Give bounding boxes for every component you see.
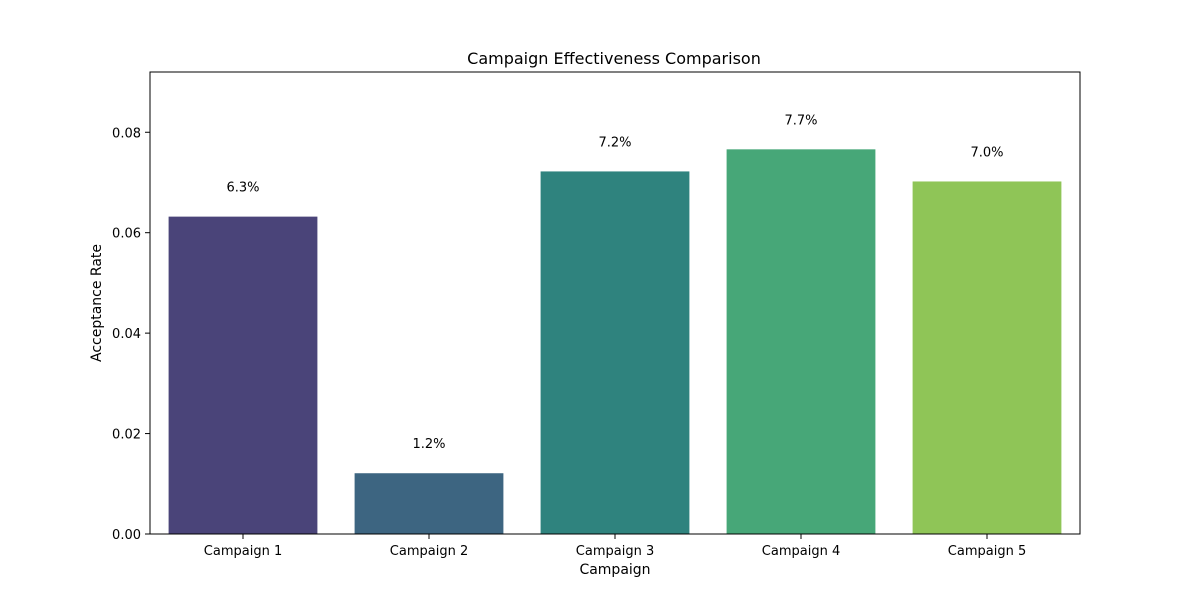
x-tick-label-1: Campaign 1 [204,544,282,559]
y-tick-label-4: 0.06 [112,227,141,242]
bar-4 [726,149,876,534]
bar-5 [912,181,1062,534]
y-tick-label-3: 0.04 [112,327,141,342]
x-tick-label-3: Campaign 3 [576,544,654,559]
plot-frame [149,71,1081,535]
data-label-5: 7.0% [970,145,1003,160]
bar-3 [540,171,690,535]
y-axis: 0.00 0.02 0.04 0.06 0.08 [112,126,150,543]
x-tick-label-2: Campaign 2 [390,544,468,559]
y-axis-label: Acceptance Rate [89,244,105,362]
x-axis-label: Campaign [579,562,650,578]
y-tick-label-5: 0.08 [112,126,141,141]
x-tick-label-5: Campaign 5 [948,544,1026,559]
data-label-2: 1.2% [412,437,445,452]
chart-title: Campaign Effectiveness Comparison [467,49,761,68]
bar-2 [354,473,504,534]
x-axis: Campaign 1 Campaign 2 Campaign 3 Campaign 4… [204,534,1026,559]
x-tick-label-4: Campaign 4 [762,544,840,559]
y-tick-label-2: 0.02 [112,428,141,443]
data-label-1: 6.3% [226,181,259,196]
y-tick-label-1: 0.00 [112,528,141,543]
bars-layer: 6.3% 1.2% 7.2% 7.7% 7.0% [168,113,1062,535]
data-label-3: 7.2% [598,135,631,150]
bar-1 [168,216,318,534]
data-label-4: 7.7% [784,113,817,128]
